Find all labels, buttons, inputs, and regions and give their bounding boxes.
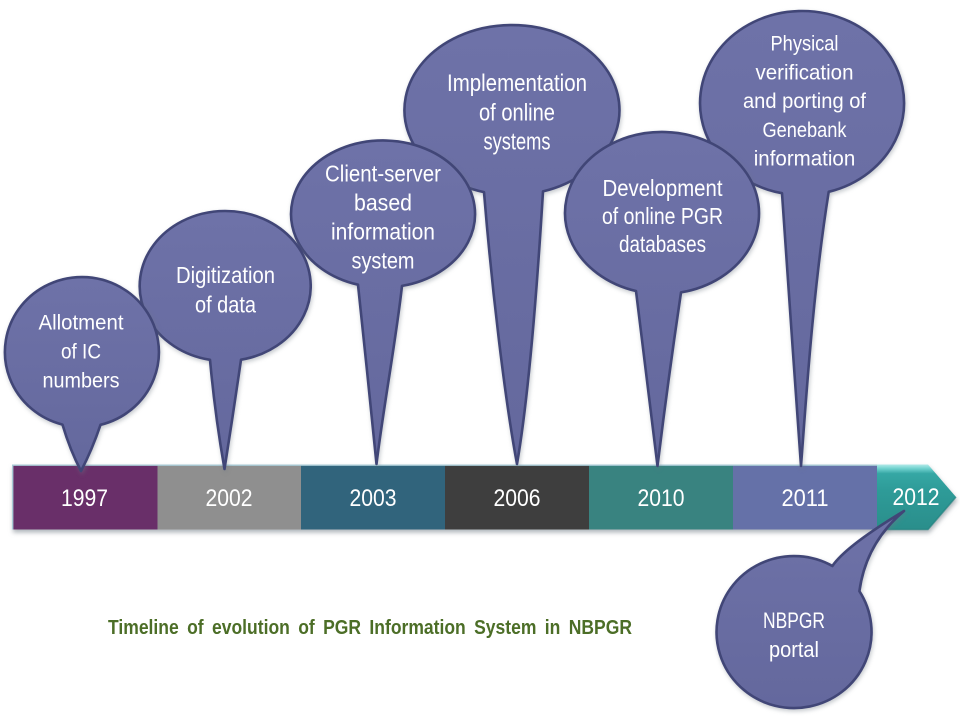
svg-text:verification: verification [756, 62, 854, 85]
svg-text:Implementation: Implementation [447, 70, 587, 97]
svg-text:NBPGR: NBPGR [763, 608, 825, 633]
svg-text:of online: of online [479, 99, 555, 126]
svg-text:2006: 2006 [494, 485, 541, 512]
svg-text:Digitization: Digitization [176, 262, 275, 288]
svg-text:system: system [352, 248, 415, 274]
svg-text:Physical: Physical [771, 33, 839, 56]
svg-text:Allotment: Allotment [39, 312, 124, 335]
svg-text:2011: 2011 [782, 485, 829, 512]
svg-text:based: based [354, 190, 412, 216]
svg-text:systems: systems [484, 129, 551, 156]
svg-text:of data: of data [195, 292, 256, 318]
svg-text:2003: 2003 [350, 485, 397, 512]
svg-text:1997: 1997 [61, 485, 108, 512]
svg-text:and porting of: and porting of [743, 90, 866, 113]
svg-text:portal: portal [769, 637, 819, 662]
svg-text:of IC: of IC [61, 341, 101, 364]
svg-text:Timeline of evolution of PGR I: Timeline of evolution of PGR Information… [108, 617, 632, 639]
svg-text:2010: 2010 [638, 485, 685, 512]
svg-text:databases: databases [619, 231, 706, 257]
svg-text:Genebank: Genebank [763, 119, 847, 142]
svg-text:2002: 2002 [206, 485, 253, 512]
svg-text:information: information [754, 148, 856, 171]
svg-text:Client-server: Client-server [325, 160, 441, 186]
svg-text:of online PGR: of online PGR [602, 203, 723, 229]
svg-text:numbers: numbers [43, 370, 120, 393]
svg-text:2012: 2012 [893, 484, 940, 511]
svg-text:information: information [331, 219, 435, 245]
svg-text:Development: Development [603, 175, 724, 201]
